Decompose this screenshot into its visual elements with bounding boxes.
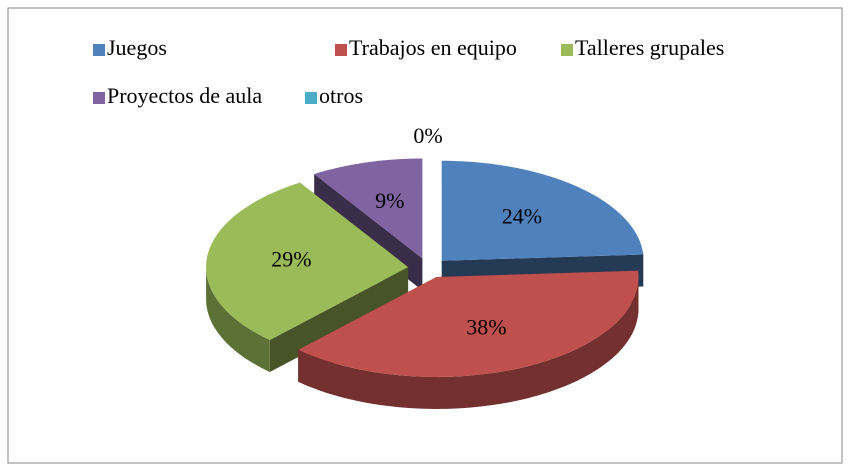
slice-side (269, 267, 409, 372)
slice-wall (298, 277, 639, 409)
legend-label: Proyectos de aula (107, 83, 262, 108)
data-label: 0% (413, 123, 442, 148)
legend-label: Trabajos en equipo (349, 35, 517, 60)
slice (441, 160, 644, 261)
legend-label: Juegos (107, 35, 167, 60)
legend-label: otros (319, 83, 363, 108)
legend-swatch (93, 92, 105, 104)
slice (298, 270, 639, 377)
slice (206, 182, 409, 340)
legend-swatch (335, 44, 347, 56)
slice (314, 158, 423, 259)
legend-swatch (93, 44, 105, 56)
data-label: 24% (502, 204, 542, 229)
legend-label: Talleres grupales (575, 35, 724, 60)
legend-swatch (561, 44, 573, 56)
data-label: 29% (271, 247, 311, 272)
data-label: 38% (466, 314, 506, 339)
data-label: 9% (375, 188, 404, 213)
legend-swatch (305, 92, 317, 104)
slice-wall (206, 267, 270, 372)
